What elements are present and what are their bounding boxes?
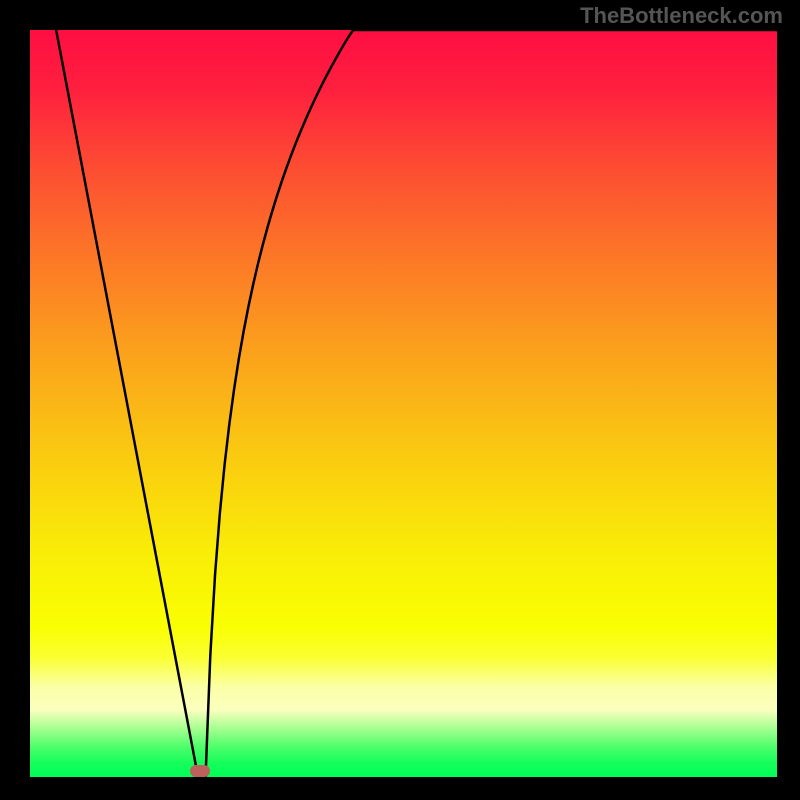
chart-container: TheBottleneck.com <box>0 0 800 800</box>
watermark-text: TheBottleneck.com <box>580 3 783 29</box>
minimum-marker <box>190 765 210 777</box>
plot-area <box>30 30 777 777</box>
